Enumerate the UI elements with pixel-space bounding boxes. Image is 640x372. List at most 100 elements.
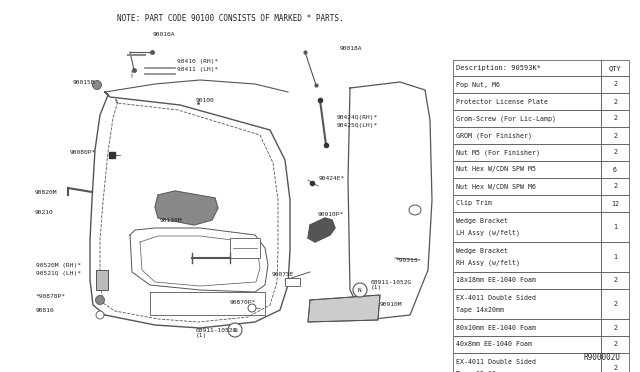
Text: 6: 6 — [613, 167, 617, 173]
Text: 2: 2 — [613, 365, 617, 371]
Text: 90010A: 90010A — [153, 32, 175, 36]
Text: 90820M: 90820M — [35, 189, 58, 195]
Text: QTY: QTY — [609, 65, 621, 71]
Bar — [601, 178, 629, 195]
Bar — [601, 336, 629, 353]
Bar — [601, 353, 629, 372]
Text: 90424Q(RH)*: 90424Q(RH)* — [337, 115, 378, 121]
Circle shape — [228, 323, 242, 337]
Text: 90080P*: 90080P* — [70, 150, 96, 154]
Text: 90910M: 90910M — [380, 302, 403, 308]
Text: 2: 2 — [613, 115, 617, 122]
Bar — [453, 242, 601, 272]
Text: Nut Hex W/CDN SPW M6: Nut Hex W/CDN SPW M6 — [456, 183, 536, 189]
Bar — [453, 93, 601, 110]
Bar — [601, 242, 629, 272]
Bar — [601, 93, 629, 110]
Text: 90910P*: 90910P* — [318, 212, 344, 217]
Circle shape — [95, 295, 104, 305]
Text: 1: 1 — [613, 224, 617, 230]
Text: NOTE: PART CODE 90100 CONSISTS OF MARKED * PARTS.: NOTE: PART CODE 90100 CONSISTS OF MARKED… — [116, 14, 343, 23]
Text: 90520M (RH)*: 90520M (RH)* — [36, 263, 81, 267]
Text: 2: 2 — [613, 301, 617, 307]
Text: 90075E: 90075E — [272, 272, 294, 276]
Text: 1: 1 — [613, 254, 617, 260]
Bar — [601, 60, 629, 76]
Text: 90425Q(LH)*: 90425Q(LH)* — [337, 124, 378, 128]
Bar — [453, 161, 601, 178]
Text: 2: 2 — [613, 341, 617, 347]
Text: LH Assy (w/felt): LH Assy (w/felt) — [456, 230, 520, 236]
Text: 08911-1052G
(1): 08911-1052G (1) — [371, 280, 412, 291]
Text: 18x18mm EE-1040 Foam: 18x18mm EE-1040 Foam — [456, 278, 536, 283]
Bar — [285, 278, 300, 286]
Bar — [453, 127, 601, 144]
Text: 2: 2 — [613, 99, 617, 105]
Text: Tape 65x10mm: Tape 65x10mm — [456, 371, 504, 372]
Bar — [453, 272, 601, 289]
Text: 90100: 90100 — [196, 97, 215, 103]
Bar — [453, 195, 601, 212]
Text: *90878P*: *90878P* — [36, 295, 66, 299]
Bar — [453, 60, 601, 76]
Bar — [601, 161, 629, 178]
Bar — [601, 195, 629, 212]
Bar — [601, 127, 629, 144]
Circle shape — [248, 304, 256, 312]
Circle shape — [353, 283, 367, 297]
Bar — [453, 212, 601, 242]
Text: 2: 2 — [613, 278, 617, 283]
Bar — [601, 212, 629, 242]
Text: 2: 2 — [613, 132, 617, 138]
Bar — [453, 144, 601, 161]
Text: Tape 14x20mm: Tape 14x20mm — [456, 307, 504, 313]
Text: 2: 2 — [613, 81, 617, 87]
Text: 90816: 90816 — [36, 308, 55, 314]
Polygon shape — [308, 218, 335, 242]
Text: Wedge Bracket: Wedge Bracket — [456, 218, 508, 224]
Text: Wedge Bracket: Wedge Bracket — [456, 248, 508, 254]
Bar — [601, 144, 629, 161]
Text: 90015B: 90015B — [73, 80, 95, 84]
Text: N: N — [233, 327, 237, 333]
Text: 12: 12 — [611, 201, 619, 206]
Text: 2: 2 — [613, 150, 617, 155]
Bar — [453, 336, 601, 353]
Bar — [453, 178, 601, 195]
Bar — [601, 319, 629, 336]
Bar — [601, 76, 629, 93]
Text: Nut M5 (For Finisher): Nut M5 (For Finisher) — [456, 149, 540, 156]
Text: 90138M: 90138M — [160, 218, 182, 222]
Text: Clip Trim: Clip Trim — [456, 201, 492, 206]
Text: 90870P*: 90870P* — [230, 299, 256, 305]
Text: Protector License Plate: Protector License Plate — [456, 99, 548, 105]
Text: 90410 (RH)*: 90410 (RH)* — [177, 60, 218, 64]
Bar — [96, 270, 108, 290]
Text: 90521Q (LH)*: 90521Q (LH)* — [36, 270, 81, 276]
Text: 90424E*: 90424E* — [319, 176, 345, 180]
Text: Nut Hex W/CDN SPW M5: Nut Hex W/CDN SPW M5 — [456, 167, 536, 173]
Text: EX-4011 Double Sided: EX-4011 Double Sided — [456, 359, 536, 365]
Text: Pop Nut, M6: Pop Nut, M6 — [456, 81, 500, 87]
Text: RH Assy (w/felt): RH Assy (w/felt) — [456, 260, 520, 266]
Text: *90313: *90313 — [396, 257, 419, 263]
Bar — [601, 110, 629, 127]
Text: 90411 (LH)*: 90411 (LH)* — [177, 67, 218, 73]
Polygon shape — [155, 191, 218, 225]
Text: GROM (For Finisher): GROM (For Finisher) — [456, 132, 532, 139]
Bar — [453, 353, 601, 372]
Text: 90210: 90210 — [35, 211, 54, 215]
Bar — [230, 238, 260, 258]
Text: 08911-1052G
(1): 08911-1052G (1) — [196, 328, 237, 339]
Text: Grom-Screw (For Lic-Lamp): Grom-Screw (For Lic-Lamp) — [456, 115, 556, 122]
Text: 40x8mm EE-1040 Foam: 40x8mm EE-1040 Foam — [456, 341, 532, 347]
Bar — [453, 319, 601, 336]
Text: 80x10mm EE-1040 Foam: 80x10mm EE-1040 Foam — [456, 324, 536, 330]
Bar — [453, 289, 601, 319]
Bar — [601, 289, 629, 319]
Polygon shape — [308, 295, 380, 322]
Bar — [453, 76, 601, 93]
Text: 90018A: 90018A — [340, 45, 362, 51]
Text: R900002U: R900002U — [583, 353, 620, 362]
Text: 2: 2 — [613, 324, 617, 330]
